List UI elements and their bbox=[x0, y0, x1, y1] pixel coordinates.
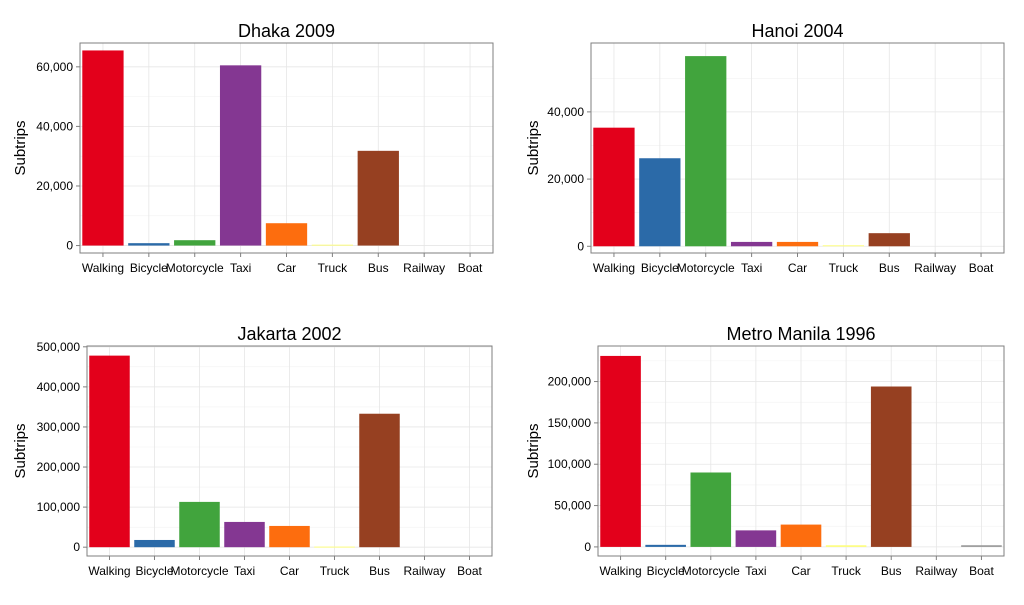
x-tick-label: Truck bbox=[318, 261, 349, 275]
bar-motorcycle bbox=[174, 240, 216, 246]
x-tick-label: Taxi bbox=[230, 261, 251, 275]
y-tick-label: 400,000 bbox=[37, 380, 81, 394]
x-tick-label: Truck bbox=[320, 564, 351, 578]
bar-car bbox=[780, 524, 822, 547]
bar-bus bbox=[357, 150, 399, 246]
bar-taxi bbox=[735, 530, 777, 547]
y-axis-label: Subtrips bbox=[525, 423, 542, 478]
x-tick-label: Car bbox=[280, 564, 299, 578]
x-tick-label: Car bbox=[277, 261, 296, 275]
chart-panel: 0 50,000 100,000 150,000 200,000 Walking Bicyc… bbox=[525, 324, 1005, 578]
x-tick-label: Bicycle bbox=[647, 564, 685, 578]
x-tick-label: Railway bbox=[403, 261, 445, 275]
bar-taxi bbox=[219, 65, 262, 246]
x-tick-label: Bus bbox=[368, 261, 389, 275]
x-tick-label: Taxi bbox=[234, 564, 255, 578]
y-axis-label: Subtrips bbox=[12, 423, 29, 478]
y-tick-label: 0 bbox=[66, 239, 73, 253]
x-tick-label: Bicycle bbox=[135, 564, 173, 578]
x-tick-label: Truck bbox=[829, 261, 860, 275]
x-tick-label: Taxi bbox=[741, 261, 762, 275]
bar-truck bbox=[825, 545, 867, 547]
y-tick-label: 300,000 bbox=[37, 420, 81, 434]
bar-truck bbox=[822, 245, 865, 247]
bar-bicycle bbox=[134, 539, 175, 548]
x-tick-label: Bus bbox=[369, 564, 390, 578]
bar-motorcycle bbox=[685, 56, 727, 247]
bar-car bbox=[269, 525, 310, 548]
bar-truck bbox=[314, 546, 355, 548]
y-tick-label: 200,000 bbox=[37, 460, 81, 474]
y-tick-label: 50,000 bbox=[554, 499, 591, 513]
y-tick-label: 0 bbox=[577, 239, 584, 253]
y-tick-label: 150,000 bbox=[548, 416, 592, 430]
chart-panel: 0 100,000 200,000 300,000 400,000 500,000 Walk… bbox=[12, 324, 493, 578]
x-tick-label: Bus bbox=[881, 564, 902, 578]
x-tick-label: Motorcycle bbox=[682, 564, 740, 578]
bar-truck bbox=[311, 244, 354, 246]
y-tick-label: 0 bbox=[73, 540, 80, 554]
chart-title: Dhaka 2009 bbox=[238, 21, 335, 41]
x-tick-label: Taxi bbox=[745, 564, 766, 578]
bar-bus bbox=[359, 413, 400, 548]
bar-taxi bbox=[730, 241, 773, 247]
x-tick-label: Truck bbox=[831, 564, 862, 578]
x-tick-label: Bus bbox=[879, 261, 900, 275]
x-tick-label: Walking bbox=[88, 564, 130, 578]
x-tick-label: Boat bbox=[458, 261, 483, 275]
x-tick-label: Motorcycle bbox=[166, 261, 224, 275]
bar-motorcycle bbox=[179, 501, 220, 548]
bar-motorcycle bbox=[690, 472, 732, 547]
y-tick-label: 60,000 bbox=[36, 60, 73, 74]
y-tick-label: 500,000 bbox=[37, 340, 81, 354]
x-tick-label: Car bbox=[791, 564, 810, 578]
x-tick-label: Bicycle bbox=[130, 261, 168, 275]
bar-boat bbox=[961, 545, 1002, 547]
bar-bicycle bbox=[645, 544, 686, 547]
chart-title: Jakarta 2002 bbox=[237, 324, 341, 344]
bar-walking bbox=[89, 355, 130, 548]
bar-bus bbox=[868, 233, 910, 247]
y-tick-label: 200,000 bbox=[548, 375, 592, 389]
x-tick-label: Boat bbox=[457, 564, 482, 578]
y-tick-label: 100,000 bbox=[548, 457, 592, 471]
y-tick-label: 40,000 bbox=[36, 119, 73, 133]
y-tick-label: 20,000 bbox=[547, 172, 584, 186]
bar-taxi bbox=[224, 521, 265, 548]
bar-walking bbox=[82, 50, 124, 246]
y-tick-label: 0 bbox=[584, 540, 591, 554]
x-tick-label: Car bbox=[788, 261, 807, 275]
x-tick-label: Boat bbox=[969, 564, 994, 578]
y-axis-label: Subtrips bbox=[12, 120, 29, 175]
x-tick-label: Walking bbox=[82, 261, 124, 275]
y-tick-label: 20,000 bbox=[36, 179, 73, 193]
bar-car bbox=[265, 223, 308, 246]
x-tick-label: Walking bbox=[599, 564, 641, 578]
y-tick-label: 40,000 bbox=[547, 105, 584, 119]
bar-bus bbox=[870, 386, 912, 547]
bar-walking bbox=[593, 127, 635, 247]
x-tick-label: Walking bbox=[593, 261, 635, 275]
y-axis-label: Subtrips bbox=[525, 120, 542, 175]
x-tick-label: Boat bbox=[969, 261, 994, 275]
bar-bicycle bbox=[639, 158, 681, 247]
x-tick-label: Motorcycle bbox=[170, 564, 228, 578]
x-tick-label: Railway bbox=[914, 261, 956, 275]
x-tick-label: Bicycle bbox=[641, 261, 679, 275]
chart-title: Hanoi 2004 bbox=[751, 21, 843, 41]
bar-bicycle bbox=[128, 243, 170, 246]
y-tick-label: 100,000 bbox=[37, 500, 81, 514]
x-tick-label: Motorcycle bbox=[677, 261, 735, 275]
bar-car bbox=[776, 241, 819, 247]
bar-walking bbox=[600, 355, 641, 547]
chart-panel: 0 20,000 40,000 60,000 Walking BicycleMotorcy… bbox=[12, 21, 494, 275]
chart-title: Metro Manila 1996 bbox=[726, 324, 875, 344]
x-tick-label: Railway bbox=[915, 564, 957, 578]
x-tick-label: Railway bbox=[403, 564, 445, 578]
